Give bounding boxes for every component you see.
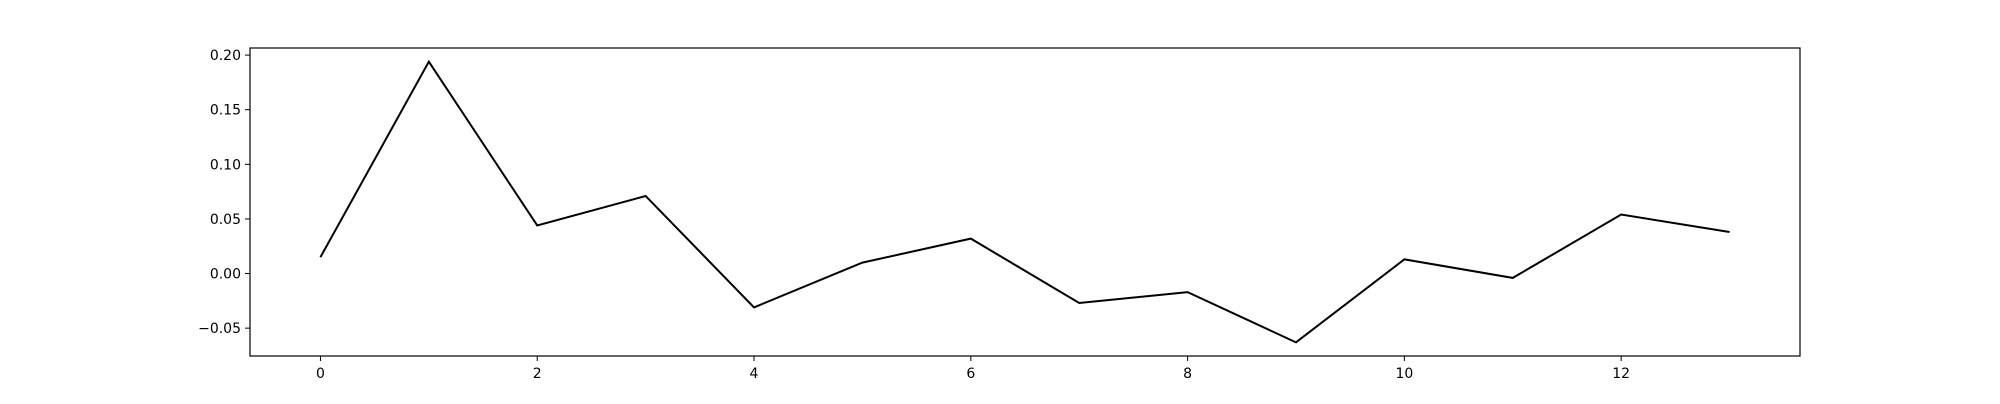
x-axis: 0 2 4 6 8 10 12: [316, 356, 1630, 382]
x-tick-label: 12: [1612, 366, 1630, 382]
x-tick-label: 10: [1395, 366, 1413, 382]
y-tick-label: 0.00: [210, 267, 241, 283]
y-tick-label: −0.05: [198, 321, 241, 337]
plot-area: [249, 47, 1801, 357]
x-tick-label: 8: [1183, 366, 1192, 382]
y-axis: −0.05 0.00 0.05 0.10 0.15 0.20: [198, 48, 250, 337]
y-tick-label: 0.10: [210, 157, 241, 173]
series-line: [319, 59, 1730, 344]
y-tick-label: 0.15: [210, 103, 241, 119]
series-layer: [319, 59, 1730, 344]
x-tick-label: 4: [750, 366, 759, 382]
y-tick-label: 0.20: [210, 48, 241, 64]
x-tick-label: 6: [966, 366, 975, 382]
y-tick-label: 0.05: [210, 212, 241, 228]
x-tick-label: 0: [316, 366, 325, 382]
x-tick-label: 2: [533, 366, 542, 382]
